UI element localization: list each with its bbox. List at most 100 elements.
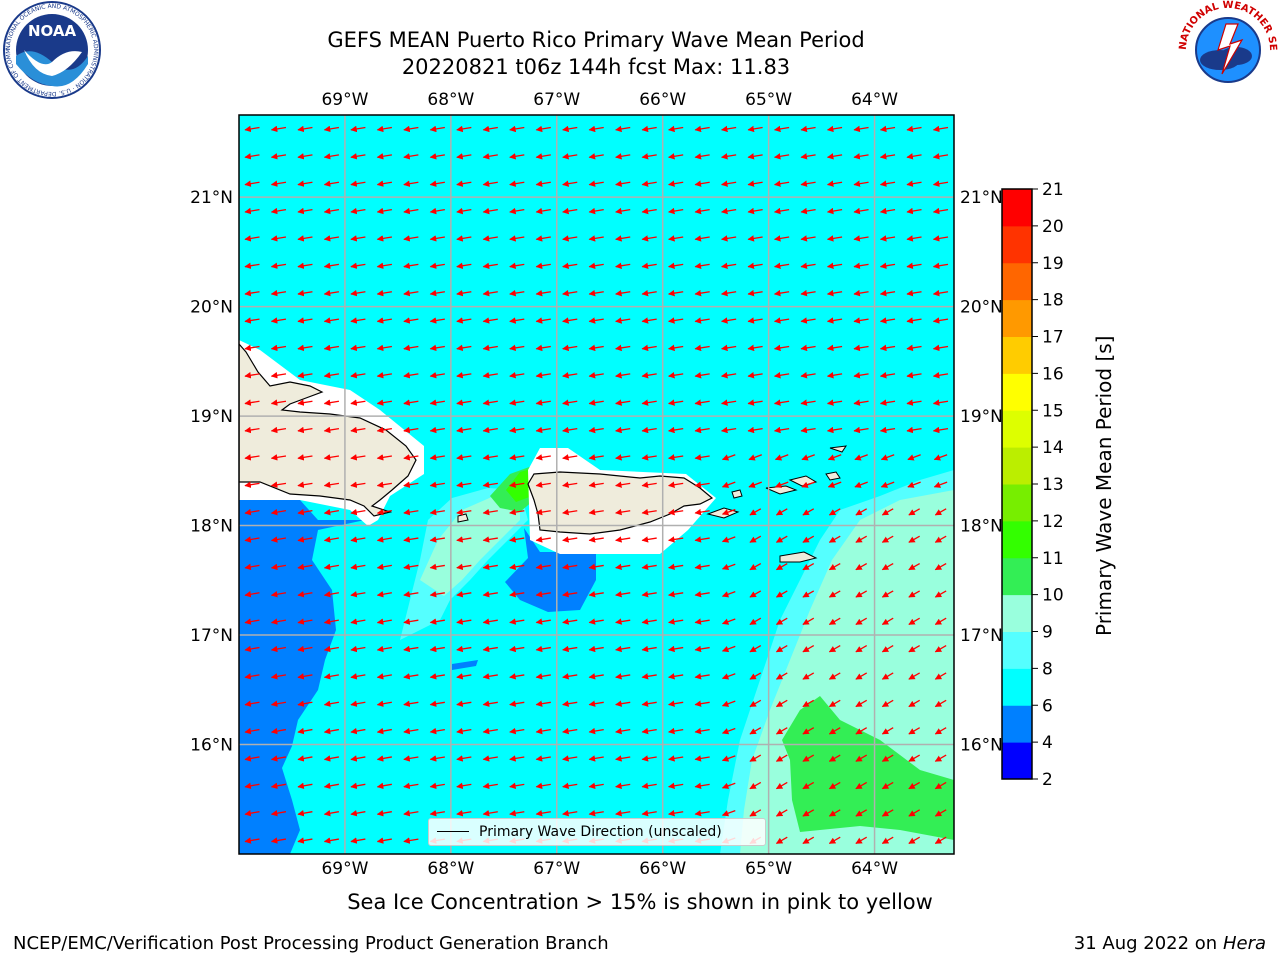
wave-arrow (403, 673, 419, 680)
wave-arrow (668, 153, 684, 160)
wave-arrow (323, 727, 339, 735)
wave-arrow (908, 672, 921, 680)
wave-arrow (429, 508, 445, 516)
wave-arrow (774, 481, 789, 488)
colorbar-segment (1002, 520, 1032, 559)
wave-arrow (641, 591, 657, 598)
colorbar-tick-label: 13 (1042, 475, 1064, 495)
wave-arrow (934, 672, 947, 680)
wave-arrow (880, 454, 895, 461)
wave-arrow (721, 262, 737, 269)
y-tick-label-left: 16°N (190, 736, 233, 756)
wave-arrow (509, 727, 525, 735)
colorbar-tick-label: 16 (1042, 364, 1064, 384)
wave-arrow (270, 536, 287, 543)
wave-arrow (482, 782, 498, 790)
wave-arrow (509, 125, 525, 133)
colorbar-segment (1002, 336, 1032, 374)
wave-arrow (668, 481, 684, 488)
x-tick-label-bottom: 69°W (321, 859, 368, 879)
wave-arrow (350, 700, 366, 707)
wave-arrow (297, 180, 313, 187)
wave-arrow (641, 536, 657, 543)
wave-arrow (932, 207, 949, 215)
x-tick-label-top: 68°W (427, 90, 474, 110)
wave-arrow (482, 727, 498, 735)
wave-arrow (588, 454, 604, 461)
wave-arrow (376, 618, 392, 625)
wave-arrow (668, 755, 684, 762)
wave-arrow (297, 700, 313, 707)
wave-arrow (906, 372, 922, 379)
wave-arrow (456, 153, 472, 160)
wave-arrow (641, 372, 657, 379)
wave-arrow (509, 782, 525, 790)
x-tick-label-top: 64°W (851, 90, 898, 110)
wave-arrow (775, 672, 788, 680)
wave-arrow (826, 372, 843, 379)
wave-arrow (509, 481, 525, 488)
wave-arrow (323, 344, 340, 352)
wave-arrow (881, 699, 894, 708)
wave-arrow (853, 262, 869, 269)
wave-arrow (456, 454, 472, 461)
wave-arrow (350, 125, 366, 133)
wave-arrow (641, 235, 657, 242)
wave-arrow (482, 207, 498, 215)
wave-arrow (749, 562, 762, 571)
wave-arrow (721, 645, 736, 653)
x-tick-label-bottom: 68°W (427, 859, 474, 879)
wave-arrow (855, 562, 868, 571)
wave-arrow (482, 454, 498, 461)
wave-arrow (535, 289, 551, 297)
wave-arrow (535, 782, 551, 790)
wave-arrow (588, 289, 604, 297)
wave-arrow (721, 809, 736, 817)
wave-arrow (773, 372, 790, 379)
colorbar-tick-label: 12 (1042, 512, 1064, 532)
wave-arrow (855, 617, 868, 626)
wave-arrow (615, 454, 631, 461)
wave-arrow (270, 289, 287, 297)
wave-arrow (828, 590, 841, 598)
wave-arrow (773, 262, 790, 269)
wave-arrow (668, 673, 684, 680)
y-tick-label-left: 17°N (190, 626, 233, 646)
wave-arrow (403, 618, 419, 625)
wave-arrow (270, 755, 287, 762)
wave-arrow (615, 153, 631, 160)
wave-arrow (879, 207, 896, 215)
wave-arrow (827, 454, 842, 461)
wave-arrow (932, 317, 949, 324)
wave-arrow (615, 426, 631, 434)
wave-arrow (721, 536, 736, 543)
wave-arrow (244, 153, 260, 160)
wave-arrow (323, 536, 339, 543)
wave-arrow (482, 563, 498, 571)
wave-arrow (826, 153, 843, 160)
wave-arrow (270, 207, 287, 215)
wave-arrow (403, 153, 419, 160)
wave-arrow (270, 782, 287, 790)
wave-arrow (588, 125, 604, 133)
wave-arrow (403, 837, 419, 844)
wave-arrow (694, 426, 710, 434)
wave-arrow (906, 399, 922, 406)
wave-arrow (350, 344, 366, 352)
wave-arrow (855, 645, 868, 653)
wave-arrow (509, 235, 525, 242)
wave-arrow (641, 782, 657, 790)
wave-arrow (376, 426, 392, 434)
wave-arrow (881, 754, 894, 762)
wave-arrow (828, 617, 841, 626)
wave-arrow (932, 153, 949, 160)
chart-subtitle: 20220821 t06z 144h fcst Max: 11.83 (401, 55, 791, 79)
wave-arrow (588, 782, 604, 790)
wave-arrow (482, 700, 498, 707)
wave-arrow (297, 673, 313, 680)
wave-arrow (721, 235, 737, 242)
wave-arrow (773, 153, 790, 160)
wave-arrow (668, 454, 684, 461)
wave-arrow (482, 591, 498, 598)
wave-arrow (855, 699, 868, 708)
